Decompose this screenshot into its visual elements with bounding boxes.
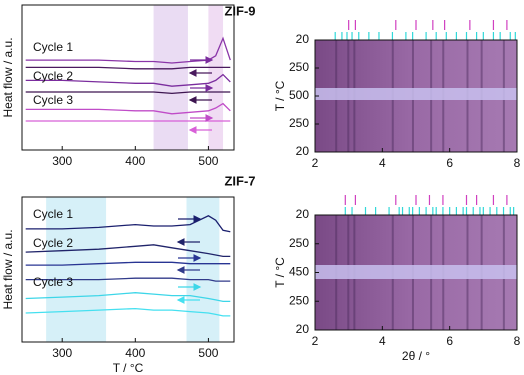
cycle-label: Cycle 1 xyxy=(33,207,73,221)
dsc-curve xyxy=(25,102,231,115)
shaded-band xyxy=(153,5,188,150)
y-tick-label: 250 xyxy=(289,116,309,130)
y-axis-label: Heat flow / a.u. xyxy=(1,229,15,309)
cycle-label: Cycle 1 xyxy=(33,40,73,54)
y-axis-label: T / °C xyxy=(273,80,287,111)
plot-frame xyxy=(21,4,235,151)
shaded-band xyxy=(208,5,224,150)
y-tick-label: 450 xyxy=(289,265,309,279)
x-axis-label: 2θ / ° xyxy=(402,349,430,363)
plot-frame xyxy=(21,196,235,343)
x-tick-label: 2 xyxy=(312,156,319,170)
x-tick-label: 400 xyxy=(125,154,145,168)
x-tick-label: 300 xyxy=(52,154,72,168)
dsc-curve xyxy=(25,277,231,282)
shaded-band xyxy=(46,197,107,342)
plot-frame xyxy=(314,214,518,331)
dsc-curve xyxy=(25,66,231,70)
dsc-curve xyxy=(25,261,231,266)
cycle-label: Cycle 2 xyxy=(33,69,73,83)
panel-title: ZIF-9 xyxy=(224,3,255,18)
panel-title: ZIF-7 xyxy=(224,173,255,188)
dsc-curve xyxy=(25,36,231,64)
heatmap-band xyxy=(315,265,517,279)
dsc-curve xyxy=(25,215,231,233)
x-tick-label: 6 xyxy=(446,156,453,170)
y-tick-label: 250 xyxy=(289,293,309,307)
dsc-curve xyxy=(25,73,231,87)
cycle-label: Cycle 3 xyxy=(33,93,73,107)
x-tick-label: 500 xyxy=(198,346,218,360)
x-tick-label: 8 xyxy=(514,156,521,170)
dsc-curve xyxy=(25,307,231,317)
y-tick-label: 20 xyxy=(296,32,310,46)
dsc-curve xyxy=(25,292,231,303)
dsc-curve xyxy=(25,91,231,95)
x-tick-label: 500 xyxy=(198,154,218,168)
heatmap-band xyxy=(315,88,517,100)
x-axis-label: T / °C xyxy=(113,361,144,375)
x-tick-label: 2 xyxy=(312,334,319,348)
cycle-label: Cycle 3 xyxy=(33,275,73,289)
x-tick-label: 400 xyxy=(125,346,145,360)
x-tick-label: 4 xyxy=(379,156,386,170)
y-axis-label: Heat flow / a.u. xyxy=(1,37,15,117)
y-axis-label: T / °C xyxy=(273,257,287,288)
x-tick-label: 8 xyxy=(514,334,521,348)
y-tick-label: 250 xyxy=(289,236,309,250)
cycle-label: Cycle 2 xyxy=(33,236,73,250)
y-tick-label: 20 xyxy=(296,144,310,158)
dsc-curve xyxy=(25,244,231,258)
y-tick-label: 20 xyxy=(296,207,310,221)
x-tick-label: 6 xyxy=(446,334,453,348)
x-tick-label: 4 xyxy=(379,334,386,348)
x-tick-label: 300 xyxy=(52,346,72,360)
y-tick-label: 500 xyxy=(289,88,309,102)
y-tick-label: 250 xyxy=(289,60,309,74)
plot-frame xyxy=(314,39,518,153)
y-tick-label: 20 xyxy=(296,322,310,336)
